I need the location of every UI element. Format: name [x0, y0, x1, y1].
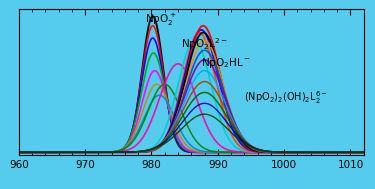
Text: NpO$_2$L$^{2-}$: NpO$_2$L$^{2-}$ — [181, 37, 228, 53]
Text: NpO$_2^+$: NpO$_2^+$ — [145, 12, 176, 28]
Text: (NpO$_2$)$_2$(OH)$_2$L$_2^{6-}$: (NpO$_2$)$_2$(OH)$_2$L$_2^{6-}$ — [244, 90, 328, 106]
Text: NpO$_2$HL$^-$: NpO$_2$HL$^-$ — [201, 56, 251, 70]
